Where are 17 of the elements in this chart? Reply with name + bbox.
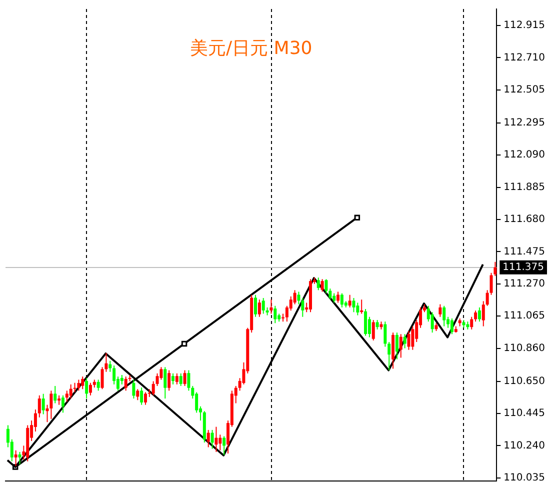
y-tick-label: 110.445 [504, 408, 546, 420]
y-tick-label: 110.240 [504, 440, 546, 452]
ref-line-label: 111.375 [502, 262, 544, 273]
y-tick-label: 112.915 [504, 20, 546, 32]
y-tick-label: 110.860 [504, 342, 546, 354]
y-tick-label: 111.475 [504, 246, 546, 258]
y-tick-label: 112.710 [504, 52, 546, 64]
y-tick-label: 110.035 [504, 472, 546, 484]
y-tick-label: 112.090 [504, 150, 546, 161]
y-tick-label: 111.885 [504, 182, 546, 193]
y-tick-label: 111.270 [504, 278, 546, 290]
y-tick-label: 110.650 [504, 376, 546, 387]
y-tick-label: 112.505 [504, 84, 546, 96]
y-tick-label: 111.680 [504, 214, 546, 226]
y-tick-label: 112.295 [504, 117, 546, 128]
text: 美元/日元 M30 [190, 37, 312, 60]
y-tick-label: 111.065 [504, 310, 546, 322]
